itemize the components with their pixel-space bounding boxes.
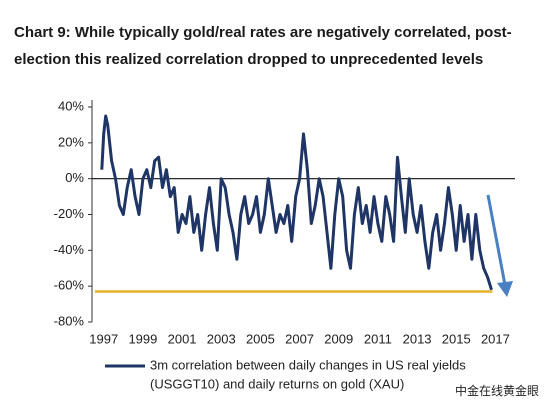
x-tick-label: 2017 (481, 331, 510, 346)
arrow-head (497, 281, 513, 297)
x-tick-label: 2015 (442, 331, 471, 346)
x-tick-label: 2013 (403, 331, 432, 346)
series-line (100, 114, 493, 291)
x-tick-label: 2005 (246, 331, 275, 346)
y-tick-label: -20% (54, 206, 85, 221)
watermark: 中金在线黄金眼 (455, 383, 539, 398)
y-tick-label: 40% (58, 98, 84, 113)
arrow (486, 194, 507, 286)
x-tick-label: 2011 (364, 331, 392, 346)
y-tick-label: -60% (54, 278, 85, 293)
y-tick-label: -40% (54, 242, 85, 257)
legend-label: (USGGT10) and daily returns on gold (XAU… (150, 376, 404, 391)
y-tick-label: -80% (54, 313, 85, 328)
x-tick-label: 1999 (128, 331, 157, 346)
y-tick-label: 20% (58, 134, 84, 149)
legend-label: 3m correlation between daily changes in … (150, 357, 466, 372)
x-tick-label: 2003 (207, 331, 236, 346)
chart-title: election this realized correlation dropp… (14, 51, 483, 68)
x-tick-label: 2007 (285, 331, 314, 346)
x-tick-label: 2009 (324, 331, 353, 346)
y-tick-label: 0% (65, 170, 84, 185)
x-tick-label: 2001 (168, 331, 197, 346)
x-tick-label: 1997 (89, 331, 118, 346)
chart-title: Chart 9: While typically gold/real rates… (14, 24, 512, 41)
